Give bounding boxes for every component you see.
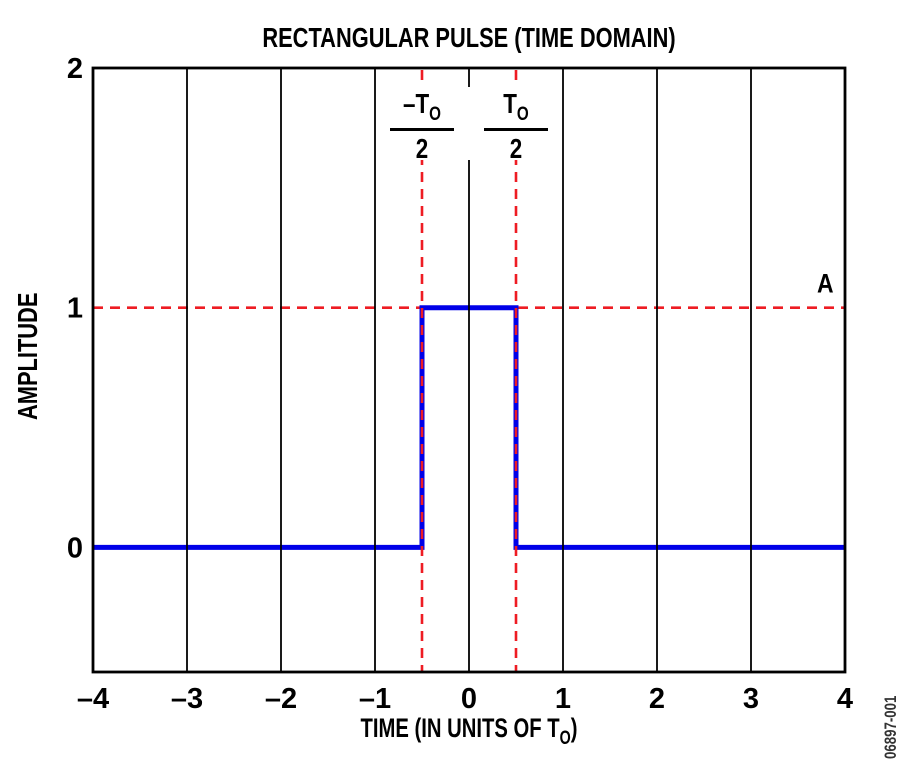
y-tick-label: 0	[67, 532, 83, 564]
figure-code: 06897-001	[881, 695, 900, 759]
x-tick-label: 3	[743, 683, 759, 715]
fraction-denominator: 2	[509, 133, 523, 164]
x-tick-label: 4	[837, 683, 853, 715]
x-tick-label: –1	[359, 683, 391, 715]
y-tick-label: 2	[67, 53, 83, 85]
chart-title: RECTANGULAR PULSE (TIME DOMAIN)	[262, 22, 676, 53]
x-tick-label: 1	[555, 683, 571, 715]
pulse-left-edge-label: –TO 2	[390, 90, 454, 163]
x-tick-label: 0	[461, 683, 477, 715]
amplitude-a-label: A	[817, 269, 834, 299]
fraction-numerator: –TO	[390, 90, 454, 131]
x-tick-label: 2	[649, 683, 665, 715]
fraction-numerator: TO	[484, 90, 548, 131]
x-axis-label: TIME (IN UNITS OF TO)	[360, 713, 578, 749]
subscript: O	[516, 104, 529, 125]
y-tick-label: 1	[67, 293, 83, 325]
x-tick-label: –2	[265, 683, 297, 715]
plot-border	[91, 66, 847, 674]
x-tick-label: –3	[171, 683, 203, 715]
pulse-right-edge-label: TO 2	[484, 90, 548, 163]
subscript: O	[559, 728, 571, 749]
label-gap-mask	[389, 87, 549, 160]
subscript: O	[429, 104, 441, 125]
fraction-denominator: 2	[415, 133, 429, 164]
x-tick-label: –4	[77, 683, 109, 715]
